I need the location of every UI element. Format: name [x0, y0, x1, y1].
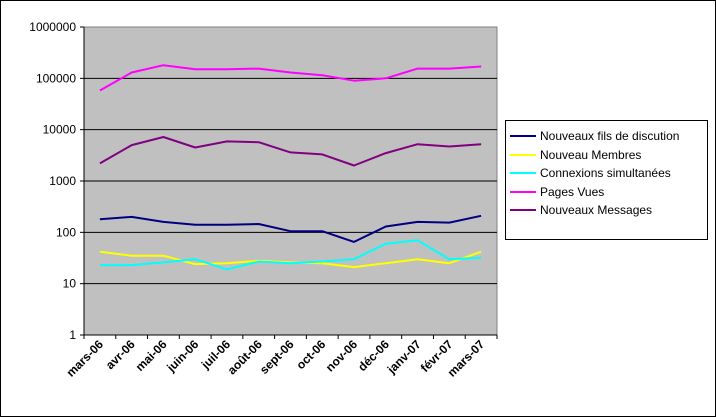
- legend-label: Pages Vues: [540, 184, 605, 199]
- series-line-0: [99, 214, 482, 243]
- legend-label: Connexions simultanées: [540, 166, 671, 181]
- x-tick-label: sept-06: [257, 337, 297, 377]
- series-lines: [99, 64, 482, 271]
- legend-swatch: [510, 172, 536, 175]
- legend-swatch: [510, 153, 536, 156]
- x-tick-label: mars-06: [64, 337, 107, 380]
- x-axis: mars-06avr-06mai-06juin-06juil-06août-06…: [64, 334, 498, 380]
- legend-item: Nouveaux Messages: [510, 201, 707, 220]
- legend-item: Nouveau Membres: [510, 146, 707, 165]
- x-tick-label: nov-06: [323, 337, 360, 374]
- x-tick-label: juin-06: [163, 337, 201, 375]
- series-line-3: [99, 64, 482, 92]
- y-tick-label: 1000: [49, 174, 76, 188]
- legend-label: Nouveau Membres: [540, 147, 642, 162]
- legend-swatch: [510, 209, 536, 212]
- x-tick-label: mai-06: [133, 337, 170, 374]
- legend: Nouveaux fils de discution Nouveau Membre…: [505, 120, 708, 240]
- series-line-4: [99, 136, 482, 167]
- legend-item: Pages Vues: [510, 183, 707, 202]
- y-tick-label: 1000000: [29, 20, 76, 34]
- legend-label: Nouveaux Messages: [540, 203, 653, 218]
- x-tick-label: oct-06: [293, 337, 328, 372]
- y-tick-label: 1: [69, 328, 76, 342]
- x-tick-label: janv-07: [384, 337, 424, 377]
- gridlines: [84, 77, 497, 285]
- y-tick-label: 100000: [36, 71, 76, 85]
- y-tick-label: 10000: [43, 123, 77, 137]
- legend-swatch: [510, 190, 536, 193]
- x-tick-label: août-06: [225, 337, 265, 377]
- y-axis: 1 10 100 1000 10000 100000 1000000: [29, 20, 85, 342]
- x-tick-label: avr-06: [103, 337, 138, 372]
- legend-item: Nouveaux fils de discution: [510, 127, 707, 146]
- y-tick-label: 10: [63, 277, 77, 291]
- legend-item: Connexions simultanées: [510, 164, 707, 183]
- legend-label: Nouveaux fils de discution: [540, 129, 680, 144]
- series-line-2: [99, 239, 482, 271]
- legend-swatch: [510, 135, 536, 138]
- y-tick-label: 100: [56, 225, 76, 239]
